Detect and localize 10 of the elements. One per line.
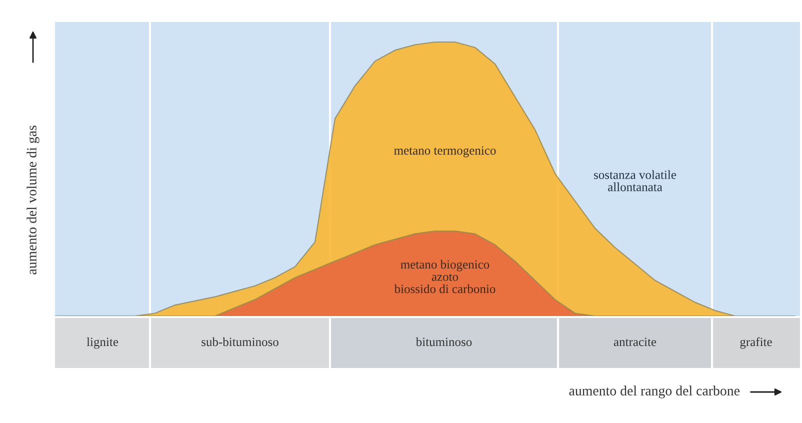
text: aumento del rango del carbone: [569, 386, 740, 398]
text: lignite: [86, 337, 118, 349]
series-label: metano biogenico azoto biossido di carbonio: [394, 260, 496, 294]
text: antracite: [614, 338, 656, 346]
series-label: metano termogenico: [394, 146, 496, 158]
text: sub-bituminoso: [202, 337, 278, 346]
y-axis-title: aumento del volume di gas: [26, 126, 40, 274]
annotation: sostanza volatile allontanata: [594, 170, 676, 192]
text: grafite: [740, 337, 772, 349]
text: bituminoso: [416, 337, 472, 346]
